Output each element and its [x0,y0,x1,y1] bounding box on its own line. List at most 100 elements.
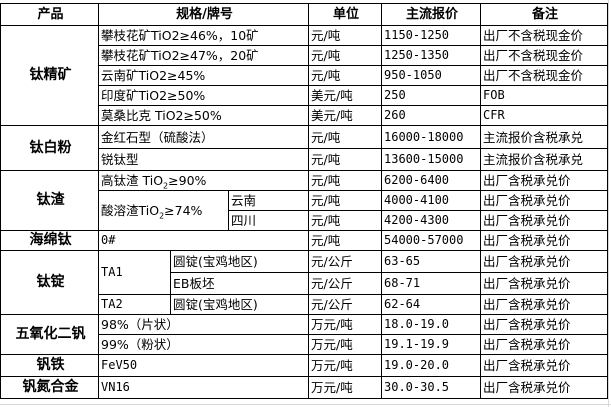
price-table: 产品 规格/牌号 单位 主流报价 备注 钛精矿 攀枝花矿TiO2≥46%，10矿… [0,3,608,399]
spec-cell: 攀枝花矿TiO2≥47%，20矿 [98,45,309,66]
spec-cell: 云南矿TiO2≥45% [98,65,309,86]
note-cell: 出厂不含税现金价 [480,65,608,86]
price-cell: 30.0-30.5 [381,376,481,399]
table-row: 五氧化二钒 98%（片状） 万元/吨 18.0-19.0 出厂含税承兑价 [0,314,608,355]
price-cell: 260 [381,105,481,126]
header-price: 主流报价 [381,3,481,26]
price-cell: 250 [381,85,481,106]
note-cell: CFR [480,105,608,126]
spec-cell: 0# [98,230,309,251]
note-cell: 出厂含税承兑价 [480,314,608,335]
header-note: 备注 [480,3,608,26]
price-cell: 13600-15000 [381,148,481,171]
price-cell: 68-71 [381,272,481,295]
subscript: 2 [163,181,169,191]
note-cell: 出厂含税承兑价 [480,170,608,191]
note-cell: 出厂含税承兑价 [480,230,608,251]
spec-cell: 金红石型（硫酸法） [98,125,309,149]
product-cell: 海绵钛 [0,230,99,251]
price-cell: 1150-1250 [381,25,481,46]
header-row: 产品 规格/牌号 单位 主流报价 备注 [0,3,608,26]
unit-cell: 元/吨 [308,125,382,149]
spec-cell: 圆锭(宝鸡地区) [170,250,309,273]
price-cell: 62-64 [381,294,481,315]
product-cell: 钒氮合金 [0,376,99,399]
spec-cell: 酸溶渣TiO2≥74% [98,190,229,231]
spec-cell: 圆锭(宝鸡地区) [170,294,309,315]
spec-cell: 99%（粉状） [98,334,309,355]
spec-cell: 高钛渣 TiO2≥90% [98,170,309,191]
subscript: 2 [159,211,165,221]
note-cell: FOB [480,85,608,106]
price-cell: 4000-4100 [381,190,481,211]
unit-cell: 元/公斤 [308,294,382,315]
unit-cell: 万元/吨 [308,334,382,355]
price-cell: 54000-57000 [381,230,481,251]
product-cell: 钛渣 [0,170,99,231]
product-cell: 钛精矿 [0,25,99,126]
price-cell: 4200-4300 [381,210,481,231]
table-row: 钒铁 FeV50 万元/吨 19.0-20.0 出厂含税承兑价 [0,354,608,377]
table-row: 海绵钛 0# 元/吨 54000-57000 出厂含税承兑价 [0,230,608,251]
note-cell: 主流报价含税承兑 [480,148,608,171]
table-row: 攀枝花矿TiO2≥47%，20矿 元/吨 1250-1350 出厂不含税现金价 [1,45,608,66]
spec-cell: 锐钛型 [98,148,309,171]
spec-text: ≥90% [168,173,207,188]
table-row: 酸溶渣TiO2≥74% 云南 元/吨 4000-4100 出厂含税承兑价 [1,190,608,231]
table-row: 四川 元/吨 4200-4300 出厂含税承兑价 [1,210,608,231]
price-cell: 63-65 [381,250,481,273]
note-cell: 出厂含税承兑价 [480,376,608,399]
spec-cell: FeV50 [98,354,309,377]
spec-text: ≥74% [164,203,203,218]
table-row: 锐钛型 元/吨 13600-15000 主流报价含税承兑 [1,148,608,171]
table-row: 钛渣 高钛渣 TiO2≥90% 元/吨 6200-6400 出厂含税承兑价 [0,170,608,231]
unit-cell: 元/吨 [308,45,382,66]
region-cell: 四川 [228,210,309,231]
product-cell: 钒铁 [0,354,99,377]
note-cell: 出厂含税承兑价 [480,334,608,355]
unit-cell: 万元/吨 [308,354,382,377]
product-cell: 五氧化二钒 [0,314,99,355]
table-row: 钛精矿 攀枝花矿TiO2≥46%，10矿 元/吨 1150-1250 出厂不含税… [0,25,608,126]
price-cell: 950-1050 [381,65,481,86]
header-spec: 规格/牌号 [98,3,309,26]
price-cell: 18.0-19.0 [381,314,481,335]
unit-cell: 元/吨 [308,170,382,191]
unit-cell: 元/吨 [308,65,382,86]
unit-cell: 美元/吨 [308,105,382,126]
spec-cell: 98%（片状） [98,314,309,335]
unit-cell: 元/吨 [308,25,382,46]
unit-cell: 万元/吨 [308,376,382,399]
price-cell: 16000-18000 [381,125,481,149]
spec-text: 酸溶渣TiO [101,203,160,218]
note-cell: 出厂含税承兑价 [480,190,608,211]
unit-cell: 元/吨 [308,230,382,251]
note-cell: 出厂含税承兑价 [480,294,608,315]
table-row: 莫桑比克 TiO2≥50% 美元/吨 260 CFR [1,105,608,126]
table-row: EB板坯 元/公斤 68-71 出厂含税承兑价 [1,272,608,295]
unit-cell: 元/公斤 [308,272,382,295]
spec-cell: 攀枝花矿TiO2≥46%，10矿 [98,25,309,46]
table-row: 钒氮合金 VN16 万元/吨 30.0-30.5 出厂含税承兑价 [0,376,608,399]
unit-cell: 元/吨 [308,148,382,171]
spec-cell: 印度矿TiO2≥50% [98,85,309,106]
unit-cell: 元/公斤 [308,250,382,273]
sheet-gridline [0,404,611,405]
price-cell: 1250-1350 [381,45,481,66]
spec-cell: 莫桑比克 TiO2≥50% [98,105,309,126]
grade-cell: TA2 [98,294,171,315]
header-product: 产品 [0,3,99,26]
note-cell: 出厂含税承兑价 [480,250,608,273]
unit-cell: 元/吨 [308,210,382,231]
table-row: 印度矿TiO2≥50% 美元/吨 250 FOB [1,85,608,106]
note-cell: 出厂不含税现金价 [480,45,608,66]
table-row: 钛白粉 金红石型（硫酸法） 元/吨 16000-18000 主流报价含税承兑 [0,125,608,171]
note-cell: 出厂含税承兑价 [480,272,608,295]
price-cell: 19.1-19.9 [381,334,481,355]
grade-cell: TA1 [98,250,171,295]
sheet-gridline [608,0,609,407]
spec-cell: EB板坯 [170,272,309,295]
spec-text: 高钛渣 TiO [101,173,164,188]
note-cell: 出厂含税承兑价 [480,354,608,377]
unit-cell: 元/吨 [308,190,382,211]
